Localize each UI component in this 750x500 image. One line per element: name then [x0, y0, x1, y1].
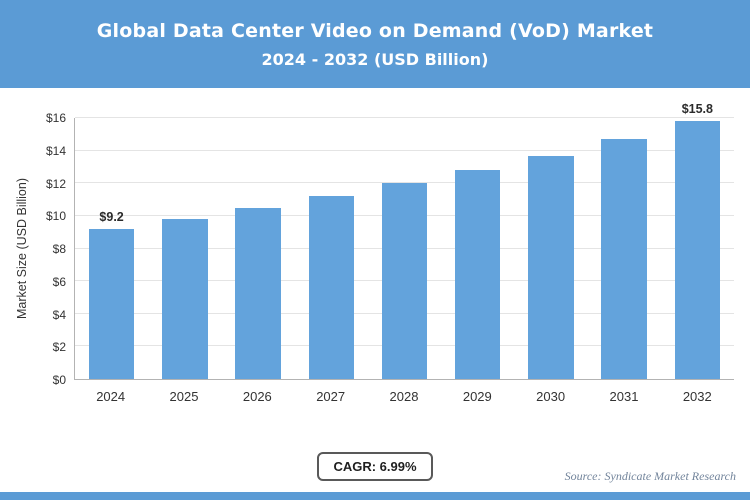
- bar-2024: $9.2: [88, 210, 135, 379]
- bar-2030: [528, 155, 574, 379]
- y-tick-label: $12: [45, 176, 66, 191]
- bar-column: [221, 118, 294, 379]
- bar-2032: $15.8: [674, 102, 721, 379]
- x-tick-label: 2024: [96, 389, 126, 404]
- bar-2028: [381, 183, 428, 379]
- bar-2031: [601, 139, 647, 379]
- y-axis-title-wrap: Market Size (USD Billion): [10, 118, 34, 380]
- y-axis-ticks: $0 $2 $4 $6 $8 $10 $12 $14 $16: [34, 111, 74, 387]
- bottom-accent-bar: [0, 492, 750, 500]
- bar-2029: [455, 170, 501, 379]
- bar-column: [588, 118, 661, 379]
- x-tick-label: 2028: [389, 389, 419, 404]
- bar-column: [295, 118, 368, 379]
- source-text: Source: Syndicate Market Research: [564, 469, 736, 483]
- plot-row: $0 $2 $4 $6 $8 $10 $12 $14 $16 $9.2 $15.8: [34, 102, 734, 387]
- bar-column: [368, 118, 441, 379]
- y-tick-label: $10: [45, 209, 66, 224]
- chart-footer: CAGR: 6.99% Source: Syndicate Market Res…: [0, 440, 750, 492]
- plot-area: $9.2 $15.8: [74, 102, 734, 380]
- bar-2025: [162, 219, 208, 379]
- bar-value-label: $15.8: [681, 102, 713, 117]
- bar-2027: [308, 196, 354, 379]
- y-tick-label: $4: [52, 307, 66, 322]
- bar-2026: [235, 207, 281, 379]
- x-tick-label: 2032: [682, 389, 712, 404]
- chart: Market Size (USD Billion) $0 $2 $4 $6 $8 $10 $…: [0, 88, 750, 404]
- gridline: [75, 149, 734, 151]
- x-tick-label: 2029: [462, 389, 492, 404]
- y-tick-label: $0: [52, 373, 66, 387]
- y-tick-label: $16: [45, 111, 66, 125]
- bar-value-label: $9.2: [99, 209, 124, 224]
- x-tick-label: 2026: [242, 389, 272, 404]
- bar-column: [441, 118, 514, 379]
- gridline: [75, 117, 734, 118]
- y-axis-title: Market Size (USD Billion): [15, 178, 29, 320]
- chart-title-line1: Global Data Center Video on Demand (VoD)…: [96, 19, 654, 42]
- cagr-badge: CAGR: 6.99%: [317, 451, 433, 481]
- x-axis-labels: 2024 2025 2026 2027 2028 2029 2030 2031 2032: [74, 380, 734, 404]
- x-tick-label: 2025: [169, 389, 199, 404]
- chart-title-line2: 2024 - 2032 (USD Billion): [261, 49, 489, 69]
- chart-header: Global Data Center Video on Demand (VoD)…: [0, 0, 750, 88]
- plot-outer: $0 $2 $4 $6 $8 $10 $12 $14 $16 $9.2 $15.8 2024 202…: [34, 102, 734, 404]
- bar-column: [514, 118, 587, 379]
- gridline: [75, 182, 734, 184]
- bar-column: [148, 118, 221, 379]
- y-tick-label: $14: [45, 143, 66, 158]
- y-tick-label: $2: [52, 340, 66, 355]
- y-tick-label: $6: [52, 274, 66, 289]
- x-tick-label: 2027: [316, 389, 346, 404]
- bar-column: $9.2: [75, 118, 148, 379]
- bar-column: $15.8: [661, 102, 734, 379]
- x-tick-label: 2030: [536, 389, 566, 404]
- y-tick-label: $8: [52, 242, 66, 256]
- x-tick-label: 2031: [609, 389, 639, 404]
